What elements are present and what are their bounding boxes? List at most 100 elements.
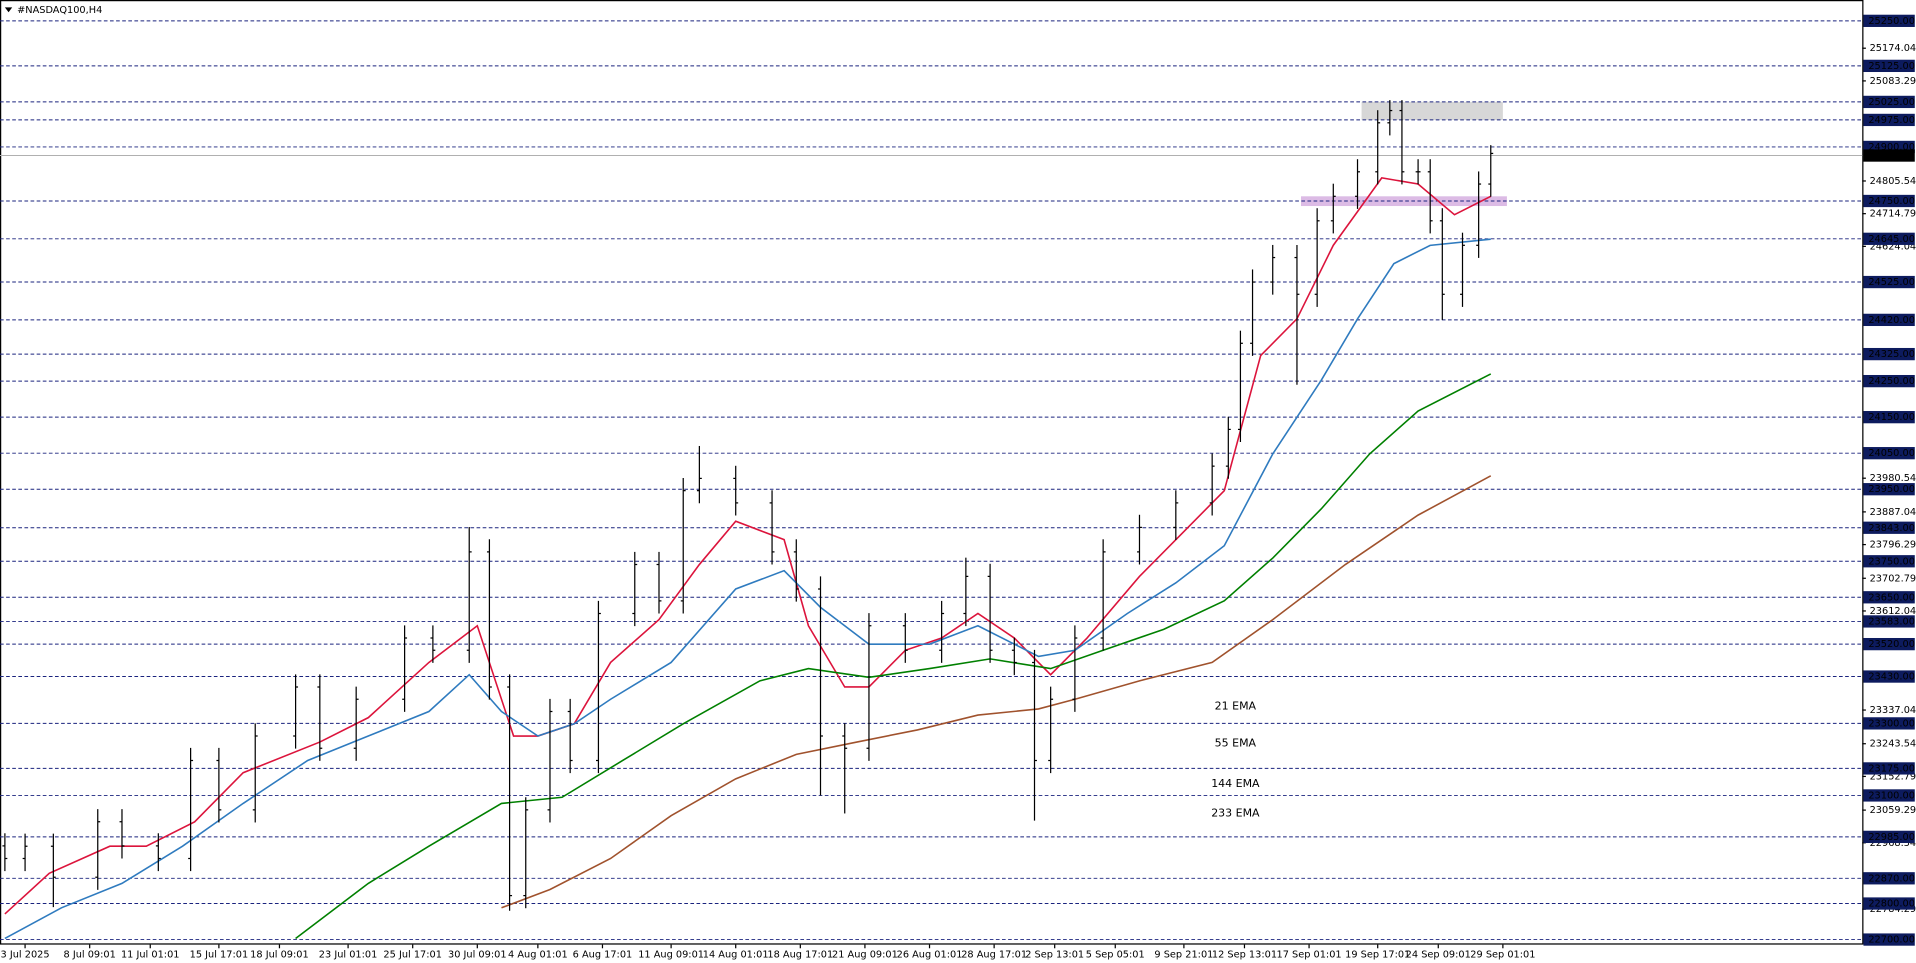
level-label: 22985.00 xyxy=(1868,832,1915,843)
x-tick-label: 25 Jul 17:01 xyxy=(383,949,442,960)
y-tick-label: 23612.04 xyxy=(1870,606,1916,617)
x-tick-label: 9 Sep 21:01 xyxy=(1154,949,1213,960)
level-label: 24975.00 xyxy=(1868,115,1915,126)
level-label: 24050.00 xyxy=(1868,448,1915,459)
level-label: 23750.00 xyxy=(1868,556,1915,567)
y-tick-label: 23796.29 xyxy=(1870,540,1916,551)
plot-frame xyxy=(0,0,1864,945)
x-tick-label: 29 Sep 01:01 xyxy=(1470,949,1535,960)
level-label: 24645.00 xyxy=(1868,234,1915,245)
level-label-box xyxy=(1863,232,1915,245)
level-label-box xyxy=(1863,637,1915,651)
level-label-box xyxy=(1863,275,1915,289)
y-tick-label: 23243.54 xyxy=(1870,739,1916,750)
level-label-box xyxy=(1863,762,1915,775)
x-tick-label: 4 Aug 01:01 xyxy=(508,949,568,960)
zone xyxy=(1300,196,1507,207)
x-tick-label: 19 Sep 17:01 xyxy=(1345,949,1410,960)
ema-label: 55 EMA xyxy=(1215,736,1257,749)
level-label-box xyxy=(1863,347,1915,361)
level-label-box xyxy=(1863,447,1915,460)
x-tick-label: 18 Aug 17:01 xyxy=(767,949,833,960)
y-tick-label: 23980.54 xyxy=(1870,473,1916,484)
level-label: 24525.00 xyxy=(1868,277,1915,288)
y-tick-label: 25174.04 xyxy=(1870,43,1916,54)
level-label: 25025.00 xyxy=(1868,97,1915,108)
level-label-box xyxy=(1863,194,1915,208)
level-label: 23650.00 xyxy=(1868,592,1915,603)
x-tick-label: 8 Jul 09:01 xyxy=(64,949,116,960)
level-label-box xyxy=(1863,95,1915,109)
x-tick-label: 11 Jul 01:01 xyxy=(121,949,180,960)
y-tick-label: 22968.54 xyxy=(1870,838,1916,849)
level-label: 23520.00 xyxy=(1868,639,1915,650)
y-tick-label: 25083.29 xyxy=(1870,76,1916,87)
level-label-box xyxy=(1863,313,1915,327)
x-tick-label: 18 Jul 09:01 xyxy=(250,949,309,960)
y-tick-label: 22784.29 xyxy=(1870,904,1916,915)
level-label: 22700.00 xyxy=(1868,935,1915,946)
x-tick-label: 21 Aug 09:01 xyxy=(832,949,898,960)
level-label: 23950.00 xyxy=(1868,484,1915,495)
level-label-box xyxy=(1863,933,1915,946)
level-label-box xyxy=(1863,897,1915,910)
level-label: 23430.00 xyxy=(1868,672,1915,683)
x-tick-label: 28 Aug 17:01 xyxy=(961,949,1027,960)
x-tick-label: 2 Sep 13:01 xyxy=(1025,949,1084,960)
ema-label: 144 EMA xyxy=(1211,777,1260,790)
level-label-box xyxy=(1863,521,1915,534)
level-label-box xyxy=(1863,113,1915,127)
y-tick-label: 23337.04 xyxy=(1870,705,1916,716)
level-label: 22800.00 xyxy=(1868,899,1915,910)
zone xyxy=(1361,101,1503,120)
x-tick-label: 15 Jul 17:01 xyxy=(190,949,249,960)
level-label-box xyxy=(1863,670,1915,683)
ema-label: 233 EMA xyxy=(1211,806,1260,819)
y-tick-label: 23152.79 xyxy=(1870,771,1916,782)
y-tick-label: 23059.29 xyxy=(1870,805,1916,816)
level-label-box xyxy=(1863,555,1915,568)
level-label-box xyxy=(1863,789,1915,802)
x-tick-label: 26 Aug 01:01 xyxy=(897,949,963,960)
x-tick-label: 17 Sep 01:01 xyxy=(1276,949,1341,960)
level-label: 24250.00 xyxy=(1868,376,1915,387)
title-arrow xyxy=(4,7,13,13)
last-price-label: 24876.12 xyxy=(1868,151,1915,162)
level-label: 24750.00 xyxy=(1868,196,1915,207)
level-label-box xyxy=(1863,483,1915,496)
x-tick-label: 6 Aug 17:01 xyxy=(573,949,633,960)
level-label-box xyxy=(1863,59,1915,73)
level-label-box xyxy=(1863,872,1915,885)
level-label: 23300.00 xyxy=(1868,718,1915,729)
level-label: 23843.00 xyxy=(1868,523,1915,534)
level-label: 23100.00 xyxy=(1868,790,1915,801)
y-tick-label: 24714.79 xyxy=(1870,209,1916,220)
x-tick-label: 12 Sep 13:01 xyxy=(1212,949,1277,960)
level-label-box xyxy=(1863,591,1915,604)
level-label-box xyxy=(1863,14,1915,27)
y-tick-label: 23887.04 xyxy=(1870,507,1916,518)
ema-line xyxy=(4,238,1491,940)
y-tick-label: 24805.54 xyxy=(1870,176,1916,187)
ema-label: 21 EMA xyxy=(1215,700,1257,713)
level-label: 25250.00 xyxy=(1868,16,1915,27)
level-label: 23175.00 xyxy=(1868,763,1915,774)
ema-line xyxy=(501,475,1492,909)
level-label-box xyxy=(1863,411,1915,424)
level-label: 24420.00 xyxy=(1868,315,1915,326)
x-tick-label: 5 Sep 05:01 xyxy=(1086,949,1145,960)
x-tick-label: 11 Aug 09:01 xyxy=(638,949,704,960)
level-label: 22870.00 xyxy=(1868,873,1915,884)
last-price-box xyxy=(1863,149,1915,162)
y-tick-label: 23702.79 xyxy=(1870,573,1916,584)
level-label: 24900.00 xyxy=(1868,142,1915,153)
x-tick-label: 14 Aug 01:01 xyxy=(703,949,769,960)
level-label: 24325.00 xyxy=(1868,349,1915,360)
x-tick-label: 24 Sep 09:01 xyxy=(1406,949,1471,960)
x-tick-label: 23 Jul 01:01 xyxy=(319,949,378,960)
level-label-box xyxy=(1863,830,1915,844)
level-label: 23583.00 xyxy=(1868,616,1915,627)
level-label: 25125.00 xyxy=(1868,61,1915,72)
level-label: 24150.00 xyxy=(1868,412,1915,423)
